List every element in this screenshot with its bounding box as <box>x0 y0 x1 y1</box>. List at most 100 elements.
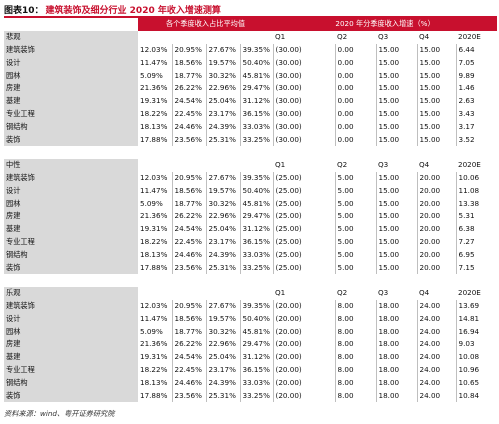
quarter-share-cell: 27.67% <box>205 299 240 313</box>
sector-name: 钢结构 <box>4 120 138 134</box>
quarter-share-cell: 36.15% <box>239 363 274 377</box>
sector-name: 专业工程 <box>4 363 138 377</box>
quarter-share-cell: 18.22% <box>140 236 168 246</box>
sector-row: 建筑装饰 12.03% 20.95% 27.67% 39.35% (20.00) 8.00 1… <box>4 299 498 313</box>
growth-cell: 3.17 <box>455 120 498 134</box>
growth-cell: 20.00 <box>416 209 457 223</box>
scenario-label: 悲观 <box>4 30 138 44</box>
growth-cell: 15.00 <box>375 184 418 198</box>
growth-cell: 5.00 <box>334 248 377 262</box>
scenario-spacer-row <box>4 273 498 287</box>
quarter-share-cell: 18.56% <box>171 312 206 326</box>
growth-cell: 10.08 <box>455 350 498 364</box>
quarter-share-cell: 18.77% <box>171 197 206 210</box>
sector-row: 房建 21.36% 26.22% 22.96% 29.47% (20.00) 8.00 18.… <box>4 337 498 351</box>
growth-cell: 24.00 <box>416 376 457 390</box>
quarter-share-cell: 36.15% <box>239 235 274 249</box>
quarter-header: Q2 <box>335 158 377 172</box>
growth-cell: 10.84 <box>455 389 498 402</box>
scenario-blank-cell <box>172 286 206 300</box>
sector-name: 装饰 <box>4 133 138 146</box>
growth-cell: 9.89 <box>455 69 498 82</box>
quarter-share-cell: 22.96% <box>205 209 240 223</box>
quarter-share-cell: 24.54% <box>171 94 206 108</box>
sector-row: 园林 5.09% 18.77% 30.32% 45.81% (25.00) 5.00 15.0… <box>4 197 498 210</box>
growth-cell: 3.52 <box>455 133 498 146</box>
quarter-header: Q3 <box>376 158 418 172</box>
sector-name: 房建 <box>4 337 138 351</box>
scenario-blank-cell <box>172 158 206 172</box>
growth-cell: 15.00 <box>375 222 418 236</box>
growth-cell: 15.00 <box>375 81 418 95</box>
source-note: 资料来源：wind、粤开证券研究院 <box>4 409 115 418</box>
quarter-share-cell: 23.17% <box>205 107 240 121</box>
growth-cell: 24.00 <box>416 363 457 377</box>
quarter-share-cell: 33.03% <box>239 376 274 390</box>
quarter-share-cell: 30.32% <box>205 197 240 210</box>
quarter-header: Q4 <box>417 158 457 172</box>
sector-row: 基建 19.31% 24.54% 25.04% 31.12% (30.00) 0.00 15.… <box>4 94 498 108</box>
scenario-blank-cell <box>206 158 240 172</box>
sector-row: 钢结构 18.13% 24.46% 24.39% 33.03% (25.00) 5.00 15… <box>4 248 498 262</box>
quarter-share-cell: 33.25% <box>239 389 274 402</box>
growth-cell: (25.00) <box>272 171 336 185</box>
growth-cell: 0.00 <box>334 69 377 82</box>
quarter-header: 2020E <box>456 158 498 172</box>
quarter-share-cell: 25.04% <box>205 222 240 236</box>
growth-cell: 15.00 <box>416 133 457 146</box>
sector-name: 基建 <box>4 222 138 236</box>
growth-cell: 15.00 <box>375 120 418 134</box>
quarter-share-cell: 24.54% <box>171 350 206 364</box>
quarter-header: 2020E <box>456 286 498 300</box>
figure-title-bar: 图表10： 建筑装饰及细分行业 2020 年收入增速测算 <box>4 2 221 16</box>
quarter-share-cell: 18.56% <box>171 184 206 198</box>
growth-cell: 18.00 <box>375 350 418 364</box>
growth-cell: 15.00 <box>375 56 418 70</box>
quarter-share-cell: 5.09% <box>140 326 163 336</box>
growth-cell: 5.00 <box>334 171 377 185</box>
quarter-share-cell: 19.57% <box>205 56 240 70</box>
quarter-share-cell: 11.47% <box>140 57 168 67</box>
sector-row: 钢结构 18.13% 24.46% 24.39% 33.03% (20.00) 8.00 18… <box>4 376 498 390</box>
quarter-share-cell: 21.36% <box>140 83 168 93</box>
growth-cell: (30.00) <box>272 133 336 146</box>
growth-cell: 20.00 <box>416 235 457 249</box>
scenario-blank-cell <box>138 158 172 172</box>
growth-cell: 20.00 <box>416 197 457 210</box>
growth-cell: 15.00 <box>375 107 418 121</box>
quarter-share-cell: 45.81% <box>239 197 274 210</box>
quarter-share-cell: 18.77% <box>171 325 206 338</box>
sector-row: 园林 5.09% 18.77% 30.32% 45.81% (20.00) 8.00 18.0… <box>4 325 498 338</box>
growth-cell: (30.00) <box>272 81 336 95</box>
sector-row: 专业工程 18.22% 22.45% 23.17% 36.15% (30.00) 0.00 1… <box>4 107 498 121</box>
scenario-blank-cell <box>138 30 172 44</box>
quarter-share-cell: 11.47% <box>140 313 168 323</box>
quarter-share-cell: 29.47% <box>239 81 274 95</box>
scenario-blank-cell <box>240 158 274 172</box>
quarter-share-cell: 25.31% <box>205 261 240 274</box>
growth-cell: 13.69 <box>455 299 498 313</box>
quarter-share-cell: 39.35% <box>239 43 274 57</box>
growth-cell: 0.00 <box>334 133 377 146</box>
sector-name: 建筑装饰 <box>4 299 138 313</box>
sector-name: 设计 <box>4 312 138 326</box>
sector-name: 园林 <box>4 325 138 338</box>
growth-cell: 15.00 <box>416 94 457 108</box>
quarter-share-cell: 20.95% <box>171 299 206 313</box>
quarter-share-cell: 23.17% <box>205 363 240 377</box>
sector-row: 园林 5.09% 18.77% 30.32% 45.81% (30.00) 0.00 15.0… <box>4 69 498 82</box>
quarter-share-cell: 19.57% <box>205 184 240 198</box>
growth-cell: (30.00) <box>272 94 336 108</box>
quarter-share-cell: 50.40% <box>239 56 274 70</box>
quarter-share-cell: 33.03% <box>239 120 274 134</box>
sector-name: 专业工程 <box>4 235 138 249</box>
quarter-share-cell: 24.39% <box>205 376 240 390</box>
quarter-share-cell: 30.32% <box>205 69 240 82</box>
quarter-share-cell: 12.03% <box>140 44 168 54</box>
sector-row: 专业工程 18.22% 22.45% 23.17% 36.15% (20.00) 8.00 1… <box>4 363 498 377</box>
quarter-share-cell: 17.88% <box>140 390 168 400</box>
quarter-share-cell: 18.13% <box>140 377 168 387</box>
growth-cell: 10.96 <box>455 363 498 377</box>
growth-cell: 24.00 <box>416 350 457 364</box>
growth-cell: 15.00 <box>416 81 457 95</box>
